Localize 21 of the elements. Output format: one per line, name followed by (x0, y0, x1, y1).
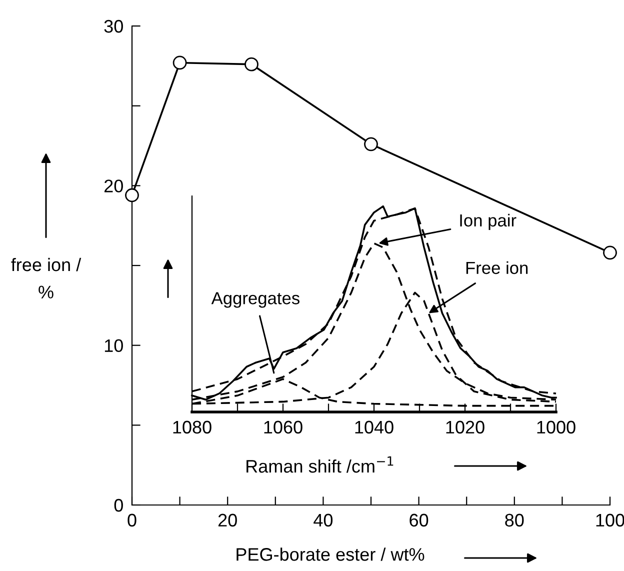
annotation: Aggregates (211, 292, 300, 308)
x-tick-label: 1040 (355, 420, 394, 434)
y-tick-label: 0 (114, 498, 123, 512)
x-tick-label: 1000 (537, 420, 576, 434)
y-tick-label: 10 (104, 339, 123, 352)
x-tick-label: 60 (410, 514, 428, 527)
y-tick-label: 20 (104, 180, 123, 192)
x-tick-label: 80 (505, 514, 524, 527)
x-axis-title: PEG-borate ester / wt% (236, 548, 424, 561)
x-tick-label: 0 (128, 514, 136, 527)
x-tick-label: 1060 (264, 420, 302, 434)
x-tick-label: 20 (218, 514, 237, 527)
x-axis-title: Raman shift /cm$^{−1}$ (246, 456, 394, 473)
annotation: Ion pair (460, 214, 516, 230)
y-axis-title: free ion / % (11, 258, 82, 298)
annotation: Free ion (466, 261, 528, 274)
x-tick-label: 1020 (446, 420, 484, 434)
x-tick-label: 40 (314, 514, 333, 527)
x-tick-label: 1080 (173, 420, 212, 434)
x-tick-label: 100 (596, 514, 624, 527)
y-tick-label: 30 (104, 20, 123, 33)
